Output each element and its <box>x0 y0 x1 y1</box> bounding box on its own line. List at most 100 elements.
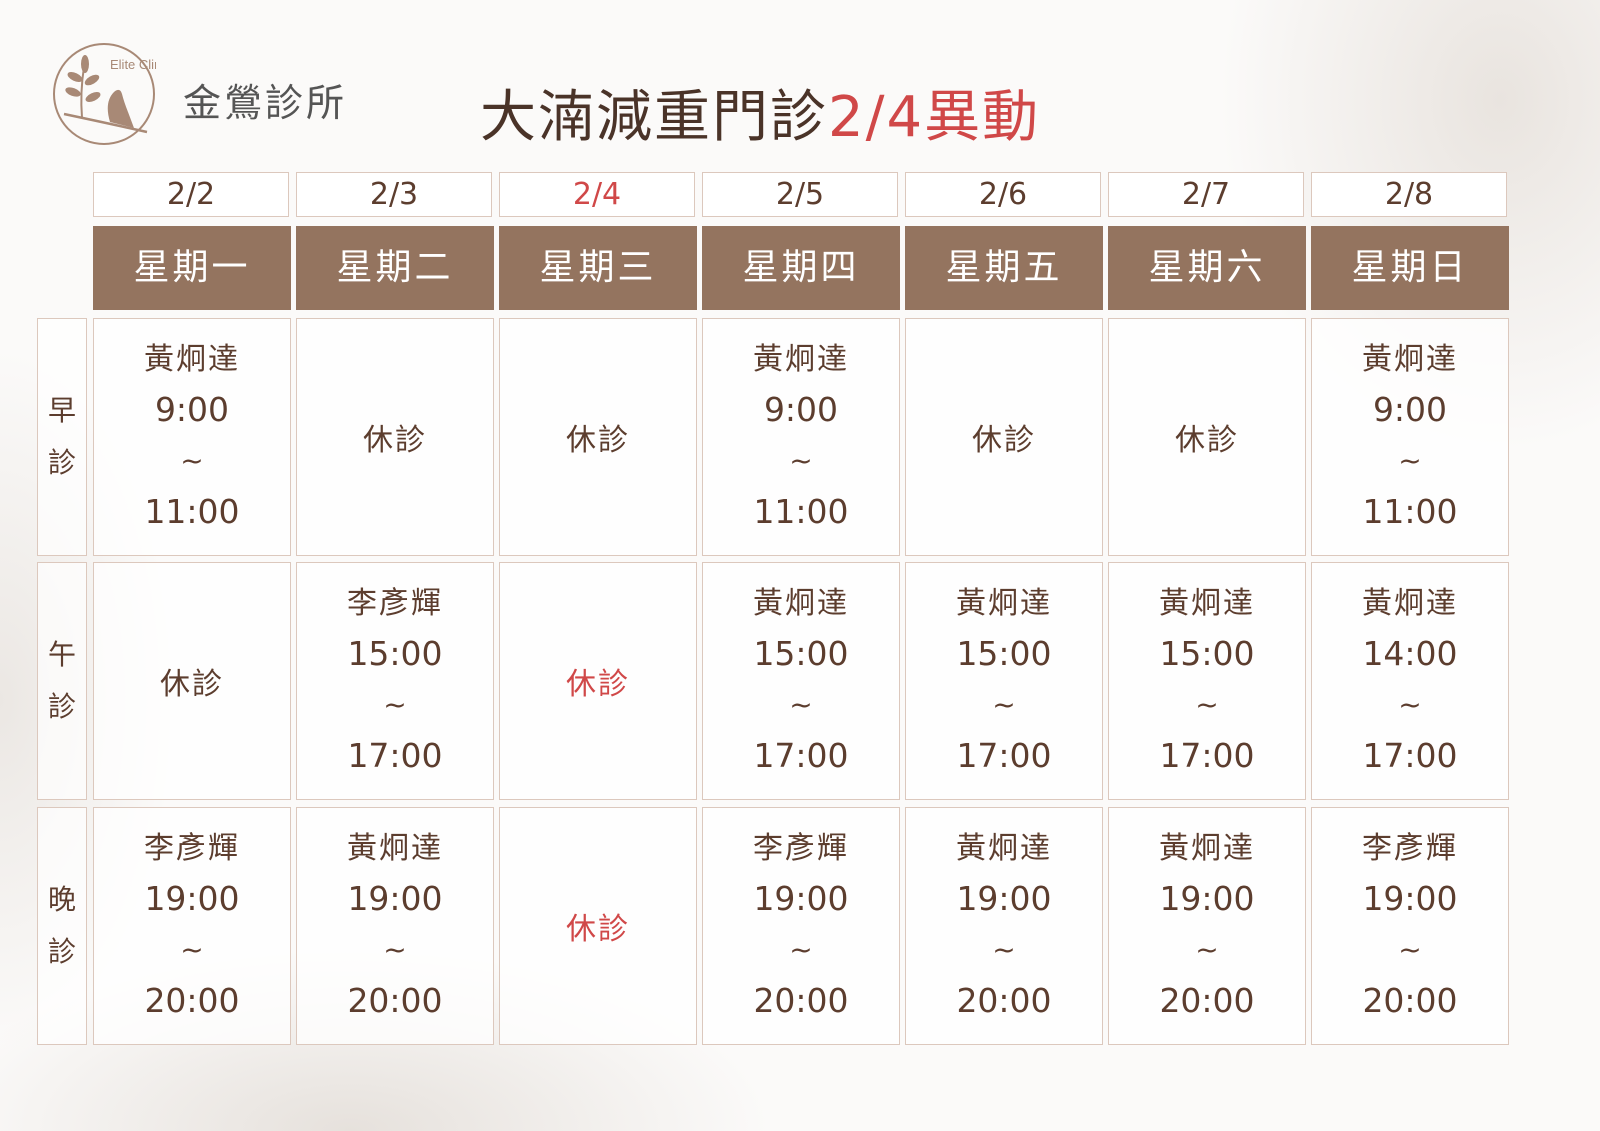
start-time: 19:00 <box>347 879 443 918</box>
schedule-cell: 黃炯達 9:00 ~11:00 <box>1311 318 1509 556</box>
start-time: 19:00 <box>753 879 849 918</box>
start-time: 9:00 <box>763 390 839 429</box>
closed-label: 休診 <box>566 667 630 702</box>
doctor-name: 黃炯達 <box>1159 831 1255 866</box>
session-label: 午診 <box>37 562 87 800</box>
doctor-name: 黃炯達 <box>956 586 1052 621</box>
date-cell: 2/4 <box>499 172 695 217</box>
end-time: 17:00 <box>956 736 1052 775</box>
time-separator: ~ <box>992 688 1016 721</box>
time-separator: ~ <box>1195 688 1219 721</box>
session-label-char: 晚 <box>47 883 76 916</box>
time-separator: ~ <box>789 688 813 721</box>
schedule-cell: 黃炯達 19:00 ~20:00 <box>1108 807 1306 1045</box>
start-time: 15:00 <box>956 634 1052 673</box>
schedule-cell: 黃炯達 19:00 ~20:00 <box>905 807 1103 1045</box>
schedule-cell: 休診 <box>499 562 697 800</box>
title-highlight: 2/4異動 <box>828 85 1041 150</box>
end-time: 11:00 <box>1362 492 1458 531</box>
time-separator: ~ <box>383 688 407 721</box>
start-time: 15:00 <box>753 634 849 673</box>
time-separator: ~ <box>789 444 813 477</box>
weekday-header: 星期日 <box>1311 226 1509 310</box>
date-cell: 2/5 <box>702 172 898 217</box>
start-time: 19:00 <box>144 879 240 918</box>
start-time: 19:00 <box>956 879 1052 918</box>
doctor-name: 黃炯達 <box>956 831 1052 866</box>
doctor-name: 黃炯達 <box>347 831 443 866</box>
schedule-cell: 休診 <box>1108 318 1306 556</box>
closed-label: 休診 <box>363 423 427 458</box>
schedule-cell: 休診 <box>93 562 291 800</box>
end-time: 20:00 <box>956 981 1052 1020</box>
doctor-name: 黃炯達 <box>753 586 849 621</box>
end-time: 11:00 <box>753 492 849 531</box>
end-time: 17:00 <box>1362 736 1458 775</box>
svg-text:Elite Clinic: Elite Clinic <box>110 57 156 72</box>
doctor-name: 李彥輝 <box>144 831 240 866</box>
weekday-header: 星期四 <box>702 226 900 310</box>
closed-label: 休診 <box>160 667 224 702</box>
start-time: 19:00 <box>1362 879 1458 918</box>
session-label-char: 午 <box>47 638 76 671</box>
doctor-name: 李彥輝 <box>347 586 443 621</box>
elite-clinic-logo: Elite Clinic <box>53 43 156 145</box>
end-time: 17:00 <box>753 736 849 775</box>
end-time: 20:00 <box>1159 981 1255 1020</box>
date-cell: 2/3 <box>296 172 492 217</box>
schedule-cell: 李彥輝 19:00 ~20:00 <box>702 807 900 1045</box>
start-time: 9:00 <box>1372 390 1448 429</box>
closed-label: 休診 <box>1175 423 1239 458</box>
session-label-char: 早 <box>47 394 76 427</box>
time-separator: ~ <box>992 933 1016 966</box>
end-time: 20:00 <box>1362 981 1458 1020</box>
time-separator: ~ <box>1398 933 1422 966</box>
time-separator: ~ <box>180 933 204 966</box>
time-separator: ~ <box>1398 688 1422 721</box>
clinic-name: 金鶯診所 <box>183 81 348 125</box>
time-separator: ~ <box>789 933 813 966</box>
doctor-name: 李彥輝 <box>753 831 849 866</box>
doctor-name: 李彥輝 <box>1362 831 1458 866</box>
weekday-header: 星期三 <box>499 226 697 310</box>
schedule-cell: 黃炯達 9:00 ~11:00 <box>93 318 291 556</box>
session-label-char: 診 <box>47 446 76 479</box>
session-label-char: 診 <box>47 690 76 723</box>
end-time: 11:00 <box>144 492 240 531</box>
weekday-header: 星期二 <box>296 226 494 310</box>
doctor-name: 黃炯達 <box>1159 586 1255 621</box>
session-label: 晚診 <box>37 807 87 1045</box>
session-label: 早診 <box>37 318 87 556</box>
schedule-cell: 黃炯達 9:00 ~11:00 <box>702 318 900 556</box>
title-main: 大湳減重門診 <box>480 85 828 150</box>
start-time: 15:00 <box>1159 634 1255 673</box>
start-time: 15:00 <box>347 634 443 673</box>
schedule-cell: 休診 <box>905 318 1103 556</box>
weekday-header: 星期六 <box>1108 226 1306 310</box>
schedule-cell: 休診 <box>499 318 697 556</box>
time-separator: ~ <box>383 933 407 966</box>
closed-label: 休診 <box>972 423 1036 458</box>
closed-label: 休診 <box>566 912 630 947</box>
schedule-cell: 黃炯達 15:00 ~17:00 <box>905 562 1103 800</box>
time-separator: ~ <box>180 444 204 477</box>
session-label-char: 診 <box>47 935 76 968</box>
schedule-cell: 休診 <box>296 318 494 556</box>
end-time: 20:00 <box>753 981 849 1020</box>
doctor-name: 黃炯達 <box>144 342 240 377</box>
schedule-cell: 休診 <box>499 807 697 1045</box>
date-cell: 2/6 <box>905 172 1101 217</box>
schedule-cell: 李彥輝 19:00 ~20:00 <box>93 807 291 1045</box>
doctor-name: 黃炯達 <box>1362 586 1458 621</box>
schedule-cell: 黃炯達 15:00 ~17:00 <box>1108 562 1306 800</box>
doctor-name: 黃炯達 <box>753 342 849 377</box>
date-cell: 2/8 <box>1311 172 1507 217</box>
time-separator: ~ <box>1195 933 1219 966</box>
doctor-name: 黃炯達 <box>1362 342 1458 377</box>
end-time: 20:00 <box>347 981 443 1020</box>
date-cell: 2/7 <box>1108 172 1304 217</box>
end-time: 17:00 <box>1159 736 1255 775</box>
schedule-cell: 黃炯達 19:00 ~20:00 <box>296 807 494 1045</box>
weekday-header: 星期一 <box>93 226 291 310</box>
